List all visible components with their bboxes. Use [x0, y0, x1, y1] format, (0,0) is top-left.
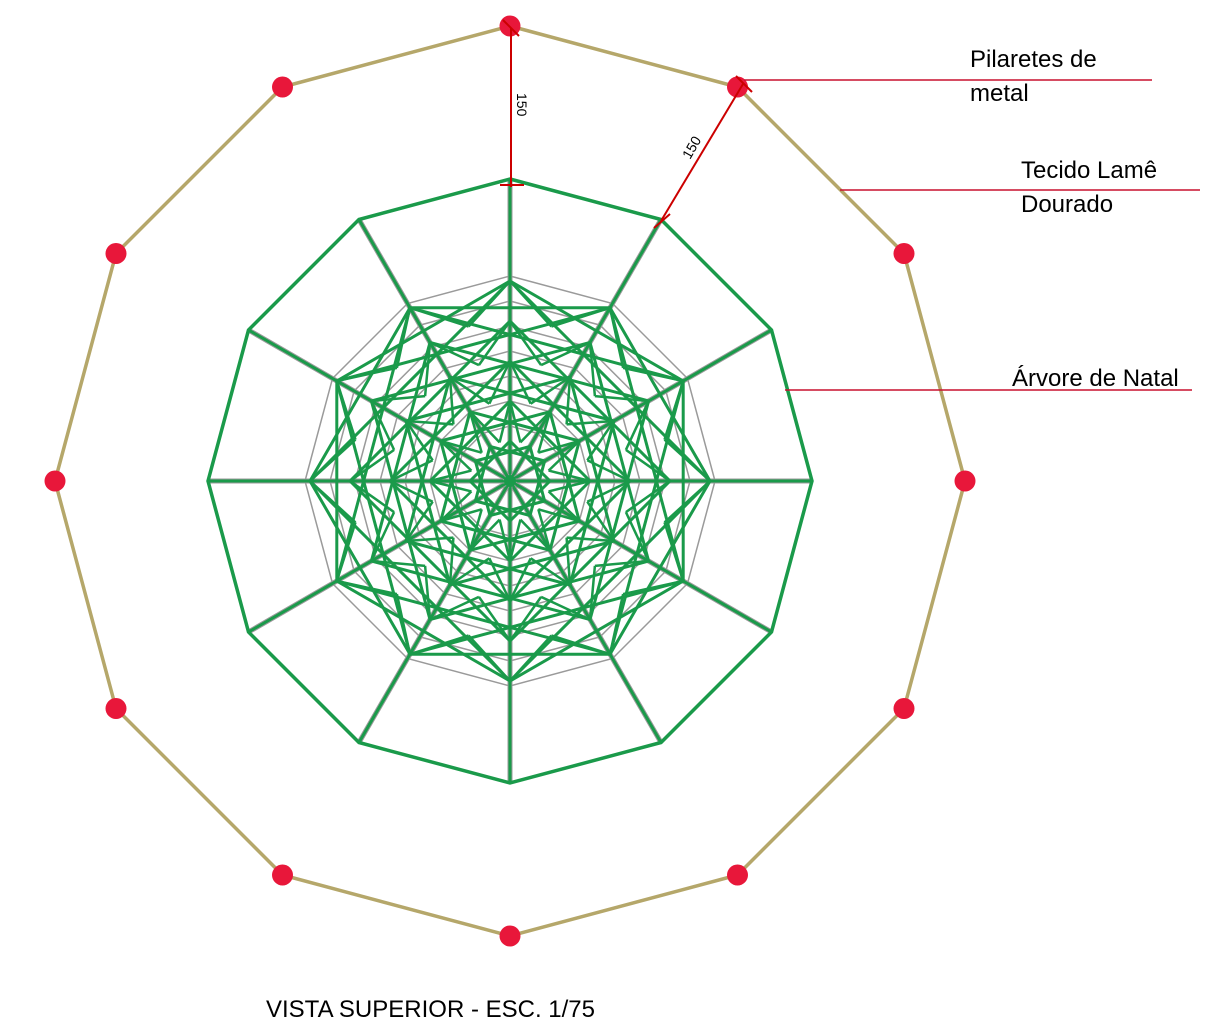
leader-lines: [744, 80, 1200, 390]
label-arvore: Árvore de Natal: [1012, 365, 1179, 392]
tree-zigzag-line: [665, 440, 711, 481]
metal-post: [727, 865, 748, 886]
tree-zigzag-line: [310, 440, 356, 481]
metal-post: [894, 698, 915, 719]
metal-post: [894, 243, 915, 264]
dimension-line-diagonal: [661, 84, 743, 221]
tree-zigzag-line: [310, 481, 356, 522]
metal-post: [500, 926, 521, 947]
metal-post: [45, 471, 66, 492]
label-pilaretes-line2: metal: [970, 80, 1029, 107]
metal-post: [955, 471, 976, 492]
metal-post: [272, 865, 293, 886]
label-tecido-line2: Dourado: [1021, 191, 1113, 218]
legend-labels: Pilaretes de metal Tecido Lamê Dourado Á…: [970, 46, 1179, 392]
drawing-caption: VISTA SUPERIOR - ESC. 1/75: [266, 996, 595, 1023]
tree-zigzag-line: [510, 636, 551, 682]
dimension-lines: 150 150: [500, 20, 752, 228]
label-pilaretes-line1: Pilaretes de: [970, 46, 1097, 73]
metal-post: [272, 77, 293, 98]
dimension-label-diagonal: 150: [679, 133, 705, 161]
metal-post: [106, 698, 127, 719]
metal-post: [106, 243, 127, 264]
tree-zigzag-line: [510, 281, 551, 327]
dimension-label-vertical: 150: [514, 93, 530, 117]
christmas-tree-structure: [208, 179, 812, 783]
tree-zigzag-line: [665, 481, 711, 522]
label-tecido-line1: Tecido Lamê: [1021, 157, 1157, 184]
tree-zigzag-line: [469, 281, 510, 327]
tree-center: [504, 475, 516, 487]
tree-zigzag-line: [469, 636, 510, 682]
